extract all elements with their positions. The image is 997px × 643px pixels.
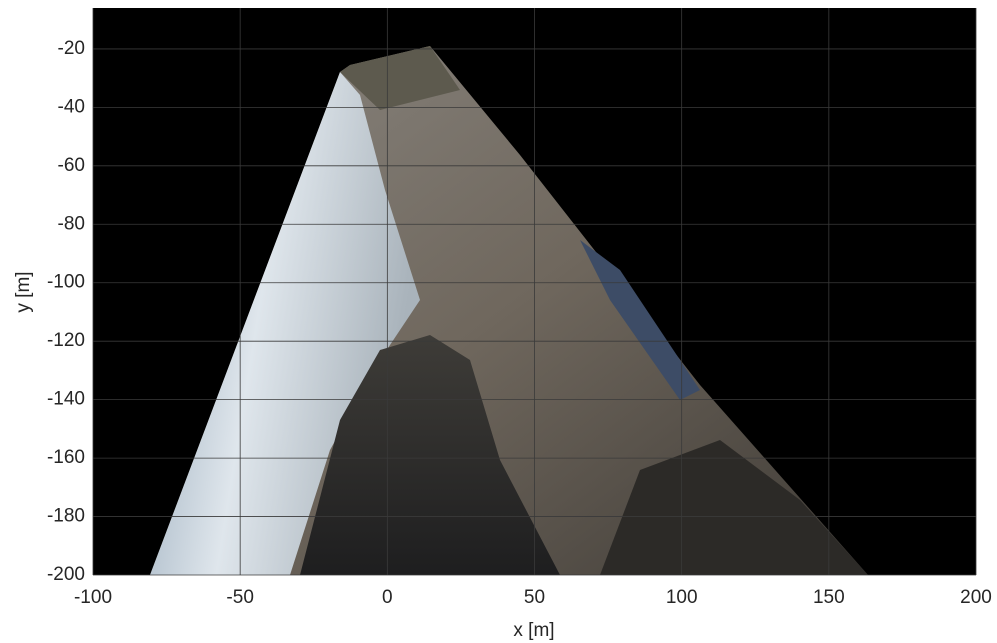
y-tick-label: -180 [47,506,85,527]
x-tick-label: -100 [74,587,112,608]
x-tick-label: 200 [960,587,992,608]
x-tick-label: -50 [226,587,253,608]
x-tick-label: 0 [382,587,393,608]
y-tick-label: -80 [58,213,85,234]
y-tick-label: -60 [58,155,85,176]
x-tick-label: 100 [666,587,698,608]
y-tick-label: -200 [47,564,85,585]
y-tick-label: -20 [58,38,85,59]
y-tick-label: -100 [47,272,85,293]
x-tick-label: 150 [813,587,845,608]
chart: -100 -50 0 50 100 150 200 -200 -180 -160 -140 -120 -… [0,0,997,643]
y-tick-label: -120 [47,330,85,351]
y-tick-label: -160 [47,447,85,468]
y-tick-label: -40 [58,96,85,117]
y-axis-label: y [m] [13,271,34,312]
x-axis-label: x [m] [513,620,554,641]
x-tick-label: 50 [524,587,545,608]
y-tick-label: -140 [47,389,85,410]
